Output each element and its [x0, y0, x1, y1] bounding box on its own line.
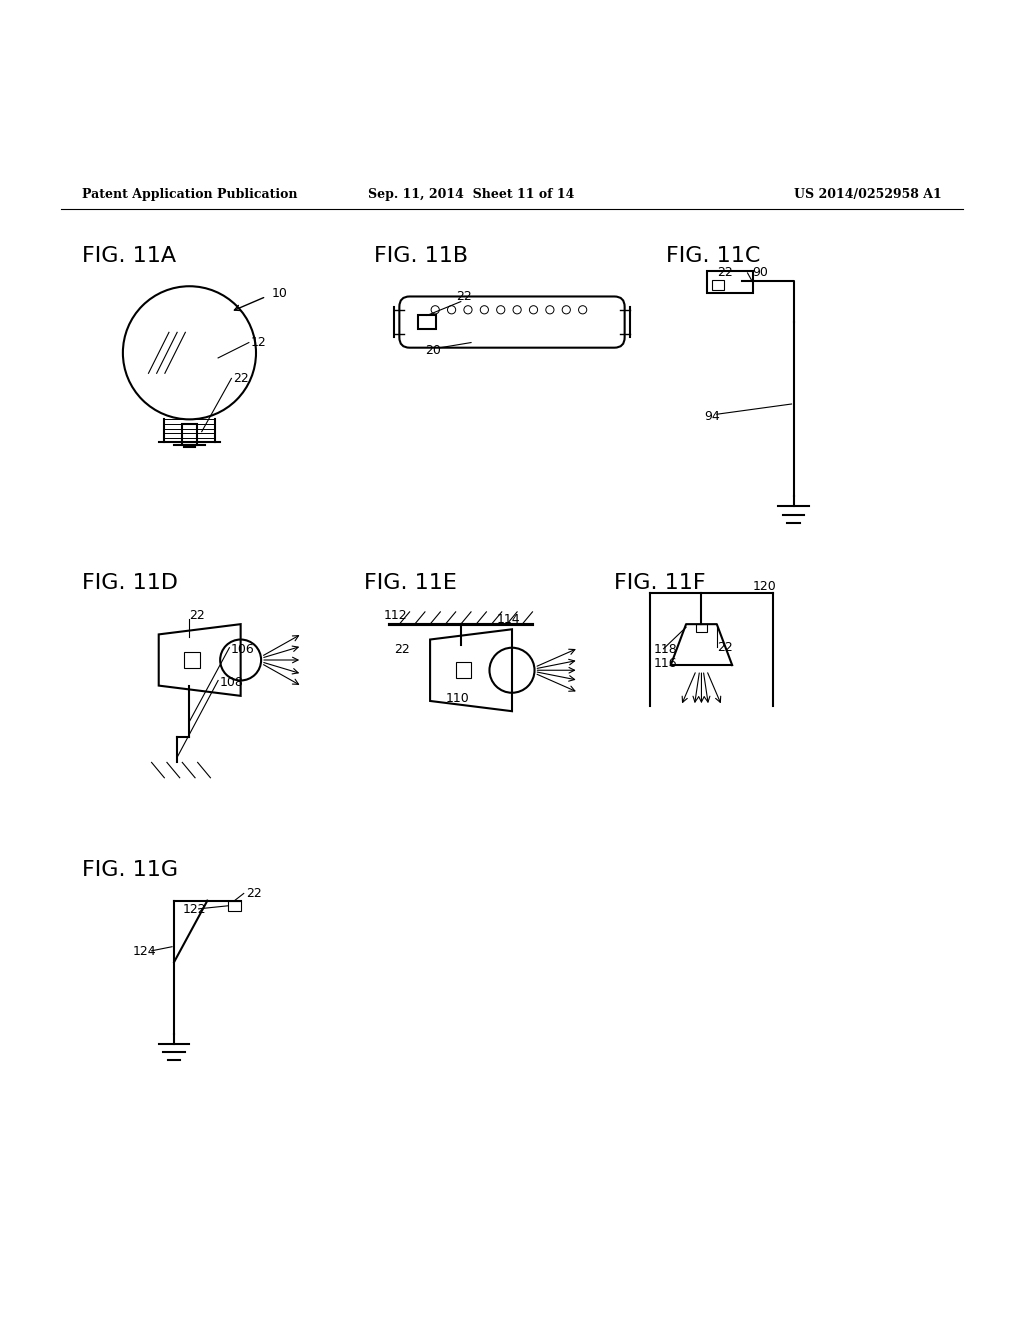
Text: FIG. 11F: FIG. 11F: [614, 573, 706, 593]
Text: 22: 22: [233, 372, 249, 385]
Text: 118: 118: [653, 643, 677, 656]
Text: FIG. 11A: FIG. 11A: [82, 246, 176, 265]
Text: 106: 106: [230, 643, 254, 656]
Text: FIG. 11B: FIG. 11B: [374, 246, 468, 265]
Bar: [182, 425, 197, 445]
Text: FIG. 11D: FIG. 11D: [82, 573, 178, 593]
Bar: [418, 315, 436, 329]
Text: 124: 124: [133, 945, 157, 958]
Text: FIG. 11E: FIG. 11E: [364, 573, 457, 593]
Text: 22: 22: [456, 290, 471, 304]
Bar: [456, 663, 471, 678]
Bar: [696, 624, 707, 632]
Text: 112: 112: [384, 610, 408, 623]
Text: FIG. 11G: FIG. 11G: [82, 859, 178, 880]
Bar: [228, 900, 241, 911]
Text: 110: 110: [445, 693, 469, 705]
Text: 108: 108: [220, 676, 244, 689]
Bar: [712, 280, 724, 290]
Text: 22: 22: [394, 643, 410, 656]
Text: Patent Application Publication: Patent Application Publication: [82, 187, 297, 201]
Bar: [184, 652, 200, 668]
Text: Sep. 11, 2014  Sheet 11 of 14: Sep. 11, 2014 Sheet 11 of 14: [368, 187, 574, 201]
Text: 12: 12: [251, 337, 266, 348]
Text: 20: 20: [425, 345, 441, 358]
Text: 22: 22: [717, 267, 732, 280]
Text: 22: 22: [717, 642, 732, 655]
Text: 94: 94: [705, 409, 720, 422]
Text: 114: 114: [497, 612, 520, 626]
Text: 22: 22: [189, 610, 205, 623]
Bar: [707, 271, 753, 293]
Text: FIG. 11C: FIG. 11C: [666, 246, 760, 265]
Text: 10: 10: [271, 286, 288, 300]
Text: 22: 22: [246, 887, 261, 900]
Text: 116: 116: [653, 656, 677, 669]
Text: US 2014/0252958 A1: US 2014/0252958 A1: [795, 187, 942, 201]
Text: 90: 90: [753, 267, 769, 280]
Text: 120: 120: [753, 579, 776, 593]
Text: 122: 122: [182, 903, 206, 916]
